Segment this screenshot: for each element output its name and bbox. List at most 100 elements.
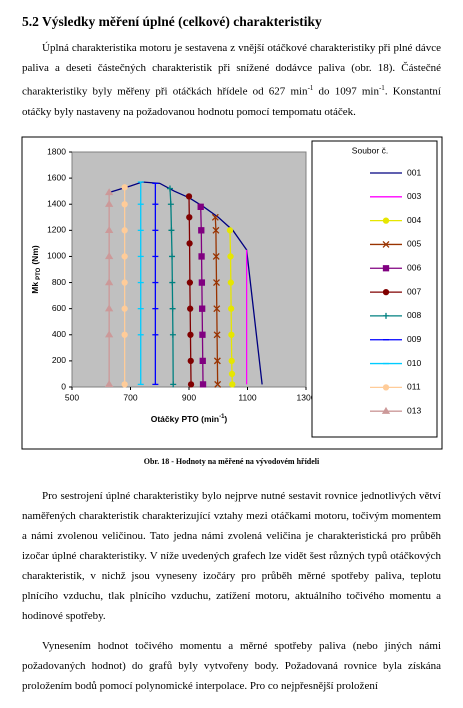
- data-point: [121, 381, 128, 388]
- x-axis-label-part: -1: [219, 414, 225, 420]
- series-line: [169, 188, 174, 385]
- plot-area: [71, 151, 307, 388]
- data-point: [104, 226, 114, 233]
- data-point: [198, 227, 205, 234]
- x-axis-label-part: ): [224, 414, 227, 424]
- data-point: [226, 227, 234, 234]
- legend-marker: [381, 406, 391, 414]
- data-point: [213, 305, 221, 313]
- y-tick-label: 600: [52, 303, 66, 313]
- legend-label: 008: [407, 310, 421, 320]
- legend-label: 011: [407, 382, 421, 392]
- data-point: [213, 331, 221, 339]
- x-tick-label: 900: [182, 392, 196, 402]
- data-point: [227, 253, 234, 260]
- paragraph: Vynesením hodnot točivého momentu a měrn…: [22, 640, 441, 692]
- y-tick-label: 1800: [47, 146, 66, 156]
- data-point: [169, 305, 176, 312]
- legend-marker: [382, 217, 390, 224]
- legend-label: 007: [407, 286, 421, 296]
- x-axis-label-part: Otáčky PTO (min: [151, 414, 219, 424]
- data-point: [198, 279, 206, 286]
- x-tick-label: 500: [65, 392, 79, 402]
- data-point: [104, 330, 114, 338]
- y-tick-label: 1200: [47, 225, 66, 235]
- data-point: [186, 279, 194, 286]
- series-line: [214, 217, 219, 385]
- legend-label: 006: [407, 263, 421, 273]
- data-point: [199, 381, 207, 388]
- legend-label: 005: [407, 239, 421, 249]
- text: do 1097 min: [313, 85, 379, 98]
- superscript: -1: [307, 84, 314, 92]
- data-point: [121, 279, 128, 286]
- data-point: [229, 381, 236, 388]
- heading: 5.2 Výsledky měření úplné (celkové) char…: [22, 14, 322, 29]
- y-tick-label: 800: [52, 277, 66, 287]
- y-tick-label: 1600: [47, 172, 66, 182]
- legend-marker: [382, 265, 390, 272]
- paragraph: Úplná charakteristika motoru je sestaven…: [22, 38, 441, 122]
- data-point: [213, 279, 220, 287]
- data-point: [121, 201, 128, 208]
- data-point: [104, 380, 114, 388]
- data-point: [104, 304, 114, 312]
- superscript: -1: [378, 84, 385, 92]
- data-point: [121, 331, 128, 338]
- y-axis-label: Mk PTO (Nm): [30, 245, 41, 294]
- data-point: [104, 188, 114, 196]
- data-point: [212, 226, 220, 234]
- data-point: [166, 185, 173, 192]
- data-point: [104, 199, 114, 207]
- data-point: [167, 201, 174, 208]
- data-point: [199, 357, 206, 365]
- y-tick-label: 200: [52, 355, 66, 365]
- x-tick-label: 700: [123, 392, 137, 402]
- data-point: [121, 227, 128, 234]
- data-point: [104, 278, 114, 286]
- data-point: [168, 227, 175, 234]
- x-tick-label: 1300: [297, 392, 316, 402]
- x-tick-label: 1100: [238, 392, 257, 402]
- y-tick-label: 1400: [47, 198, 66, 208]
- data-point: [121, 184, 128, 191]
- data-point: [169, 253, 176, 260]
- legend-label: 001: [407, 167, 421, 177]
- legend-marker: [383, 312, 389, 319]
- series-line: [200, 206, 204, 385]
- data-point: [214, 380, 222, 388]
- data-point: [186, 240, 193, 247]
- legend-label: 010: [407, 358, 421, 368]
- legend-title: Soubor č.: [352, 145, 388, 155]
- legend-label: 013: [407, 405, 421, 415]
- legend-label: 004: [407, 215, 421, 225]
- data-point: [187, 357, 194, 365]
- data-point: [199, 331, 206, 338]
- text: . Konstantní otáčky byly nastaveny na po…: [22, 85, 441, 118]
- caption: Obr. 18 - Hodnoty na měřené na vývodovém…: [143, 457, 320, 466]
- data-point: [185, 193, 193, 200]
- data-point: [227, 305, 235, 312]
- data-point: [169, 279, 176, 286]
- data-point: [170, 381, 177, 388]
- paragraph: Pro sestrojení úplné charakteristiky byl…: [22, 490, 441, 622]
- data-point: [198, 253, 205, 260]
- chart: 0 200 400 600 800 1000 1200 1400 1600 1800 500 700 9…: [21, 136, 443, 450]
- data-point: [228, 370, 236, 378]
- legend-marker: [382, 288, 390, 296]
- data-point: [228, 331, 235, 338]
- legend-label: 003: [407, 191, 421, 201]
- data-point: [228, 357, 235, 365]
- data-point: [187, 381, 195, 388]
- data-point: [187, 331, 194, 338]
- legend-marker: [382, 240, 390, 248]
- series-line: [188, 196, 192, 385]
- y-tick-label: 400: [52, 329, 66, 339]
- x-axis-label: Otáčky PTO (min-1): [151, 414, 228, 425]
- data-point: [121, 253, 128, 260]
- y-axis-label-part: Mk: [30, 282, 40, 294]
- legend-marker: [382, 384, 390, 391]
- data-point: [213, 357, 221, 365]
- data-point: [211, 213, 219, 221]
- legend-label: 009: [407, 334, 421, 344]
